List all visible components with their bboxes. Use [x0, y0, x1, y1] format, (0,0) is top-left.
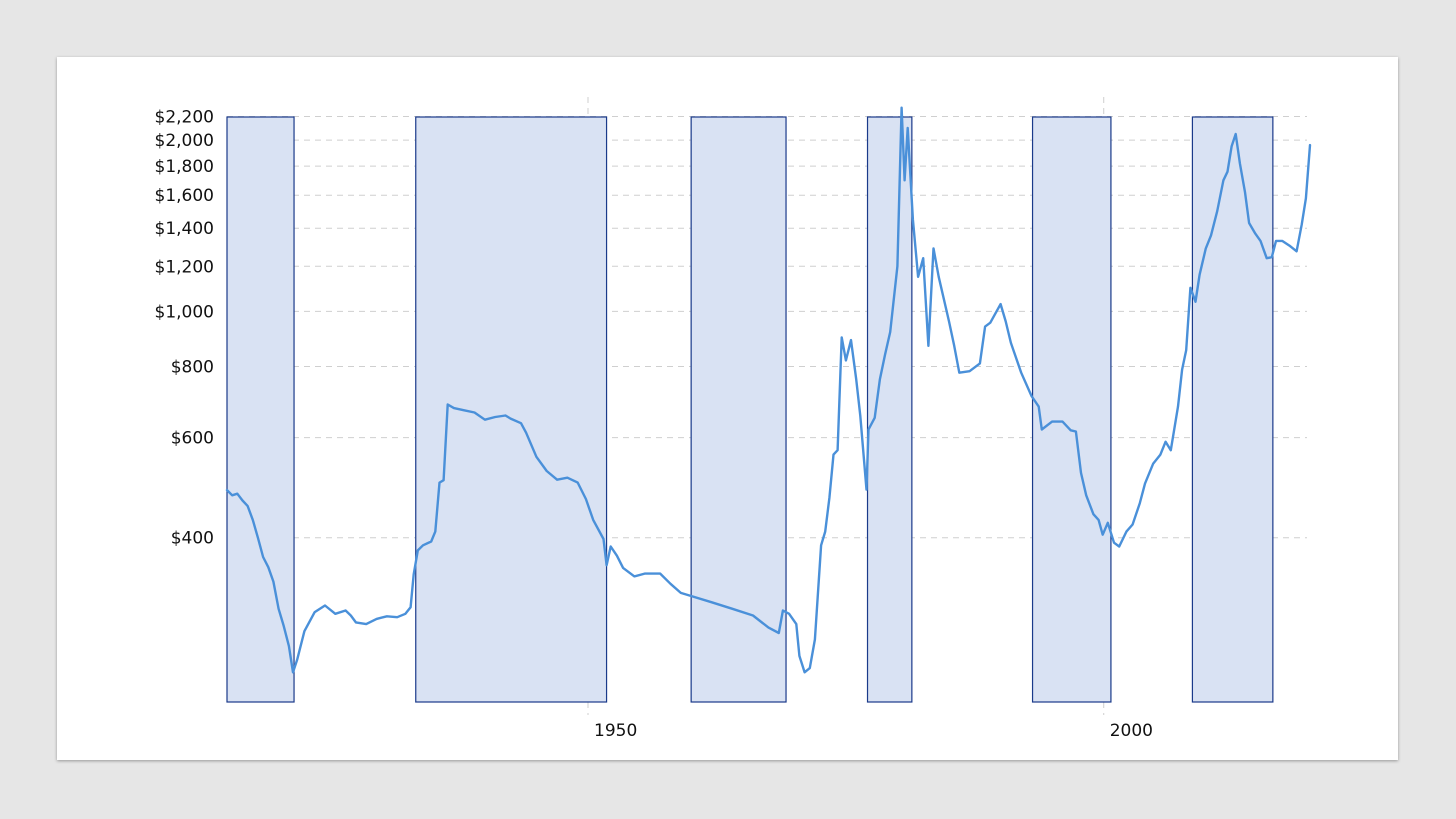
- shaded-period: [1191, 116, 1274, 703]
- y-tick-label: $1,200: [155, 257, 214, 277]
- x-axis: 1950 2000: [594, 721, 1153, 741]
- x-tick-label: 2000: [1110, 721, 1153, 741]
- series-layer: [225, 106, 1312, 674]
- y-tick-label: $600: [171, 429, 214, 449]
- y-tick-label: $800: [171, 357, 214, 377]
- gold-price-chart: $2,200 $2,000 $1,800 $1,600 $1,400 $1,200 $1,0…: [155, 97, 1312, 741]
- y-tick-label: $400: [171, 529, 214, 549]
- shaded-period: [415, 116, 608, 703]
- y-tick-label: $1,800: [155, 157, 214, 177]
- y-tick-label: $1,000: [155, 302, 214, 322]
- chart-card: $2,200 $2,000 $1,800 $1,600 $1,400 $1,200 $1,0…: [57, 57, 1398, 760]
- shaded-period: [226, 116, 295, 703]
- y-axis: $2,200 $2,000 $1,800 $1,600 $1,400 $1,200 $1,0…: [155, 108, 214, 549]
- shaded-period: [690, 116, 787, 703]
- y-tick-label: $2,000: [155, 131, 214, 151]
- y-tick-label: $1,400: [155, 219, 214, 239]
- y-tick-label: $1,600: [155, 186, 214, 206]
- shaded-period: [866, 116, 913, 703]
- y-tick-label: $2,200: [155, 108, 214, 128]
- x-tick-label: 1950: [594, 721, 637, 741]
- price-series-line: [225, 106, 1312, 674]
- shaded-period: [1031, 116, 1112, 703]
